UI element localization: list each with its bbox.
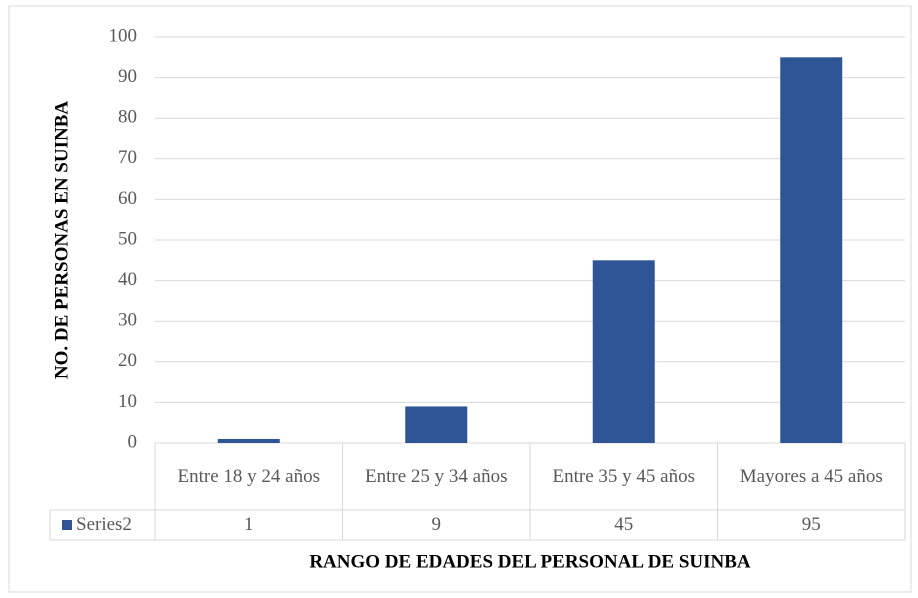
y-tick-label: 70 xyxy=(118,147,137,168)
legend-label: Series2 xyxy=(76,514,132,535)
bar xyxy=(592,260,655,443)
y-tick-label: 100 xyxy=(109,25,138,46)
table-value: 9 xyxy=(431,514,442,535)
table-value: 95 xyxy=(801,514,821,535)
bar xyxy=(217,438,280,443)
y-tick-label: 90 xyxy=(118,66,137,87)
y-tick-label: 80 xyxy=(118,107,137,128)
table-value: 1 xyxy=(244,514,254,535)
table-value: 45 xyxy=(614,514,634,535)
bar xyxy=(780,57,843,444)
y-tick-label: 0 xyxy=(128,431,138,452)
y-tick-label: 60 xyxy=(118,188,137,209)
y-tick-label: 20 xyxy=(118,350,137,371)
bar xyxy=(405,406,468,443)
y-tick-label: 50 xyxy=(118,228,137,249)
x-tick-label: Mayores a 45 años xyxy=(739,465,883,487)
y-tick-label: 10 xyxy=(118,391,137,412)
y-axis-title: NO. DE PERSONAS EN SUINBA xyxy=(51,101,72,379)
x-tick-label: Entre 25 y 34 años xyxy=(365,465,508,487)
y-tick-label: 40 xyxy=(118,269,137,290)
x-axis-title: RANGO DE EDADES DEL PERSONAL DE SUINBA xyxy=(309,551,751,572)
y-tick-label: 30 xyxy=(118,310,137,331)
x-tick-label: Entre 35 y 45 años xyxy=(552,465,695,487)
x-tick-label: Entre 18 y 24 años xyxy=(177,465,320,487)
legend-swatch xyxy=(62,520,72,530)
chart-border xyxy=(8,5,912,593)
